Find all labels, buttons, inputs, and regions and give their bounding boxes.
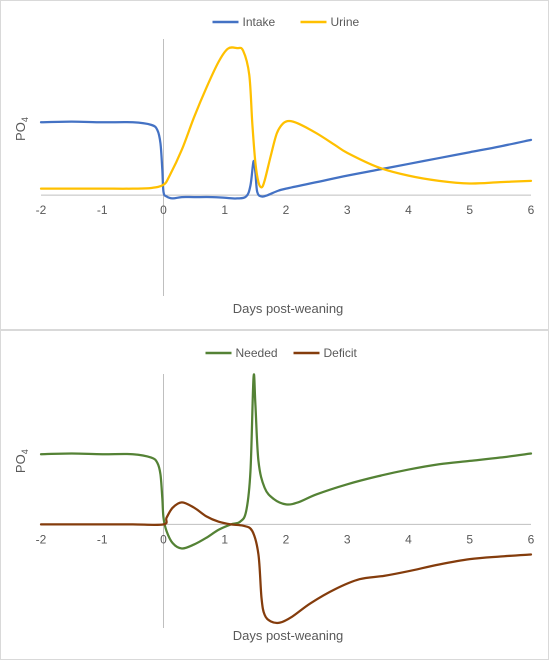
legend-label: Urine: [331, 15, 360, 29]
x-tick-label: 0: [160, 203, 167, 217]
y-axis-title-subscript: 4: [20, 449, 30, 454]
x-tick-label: 0: [160, 532, 167, 546]
x-tick-label: 1: [221, 532, 228, 546]
x-tick-label: -1: [97, 203, 108, 217]
x-tick-label: 4: [405, 532, 412, 546]
x-tick-label: -2: [36, 203, 47, 217]
y-axis-title-main: PO: [13, 122, 28, 141]
legend-item-deficit: Deficit: [293, 346, 358, 360]
x-tick-label: 3: [344, 532, 351, 546]
x-tick-label: 4: [405, 203, 412, 217]
x-tick-label: 2: [283, 203, 290, 217]
legend-item-intake: Intake: [212, 15, 276, 29]
series-line-urine: [39, 46, 533, 190]
legend-item-urine: Urine: [300, 15, 360, 29]
x-axis-title: Days post-weaning: [233, 301, 344, 316]
y-axis-title-subscript: 4: [20, 117, 30, 122]
series-line-needed: [39, 373, 533, 550]
x-tick-label: -1: [97, 532, 108, 546]
legend-label: Needed: [236, 346, 278, 360]
series-line-deficit: [39, 501, 533, 625]
y-axis-title-main: PO: [13, 454, 28, 473]
chart-panel-top: -2 -1 0 1 2 3 4 5 6 Days post-weaning PO4 Intake Uri…: [0, 0, 549, 330]
x-axis-title: Days post-weaning: [233, 628, 344, 643]
legend-item-needed: Needed: [205, 346, 278, 360]
y-axis-title: PO4: [13, 449, 30, 473]
x-tick-label: 1: [221, 203, 228, 217]
x-tick-label: 6: [528, 532, 535, 546]
x-tick-label: 5: [466, 532, 473, 546]
x-tick-label: 5: [466, 203, 473, 217]
chart-panel-bottom: -2 -1 0 1 2 3 4 5 6 Days post-weaning PO4 Needed Def…: [0, 330, 549, 660]
y-axis-title: PO4: [13, 117, 30, 141]
legend-label: Intake: [243, 15, 276, 29]
x-tick-label: 2: [283, 532, 290, 546]
x-tick-label: 6: [528, 203, 535, 217]
x-tick-label: -2: [36, 532, 47, 546]
legend-label: Deficit: [324, 346, 358, 360]
series-line-intake: [39, 120, 533, 200]
x-tick-label: 3: [344, 203, 351, 217]
